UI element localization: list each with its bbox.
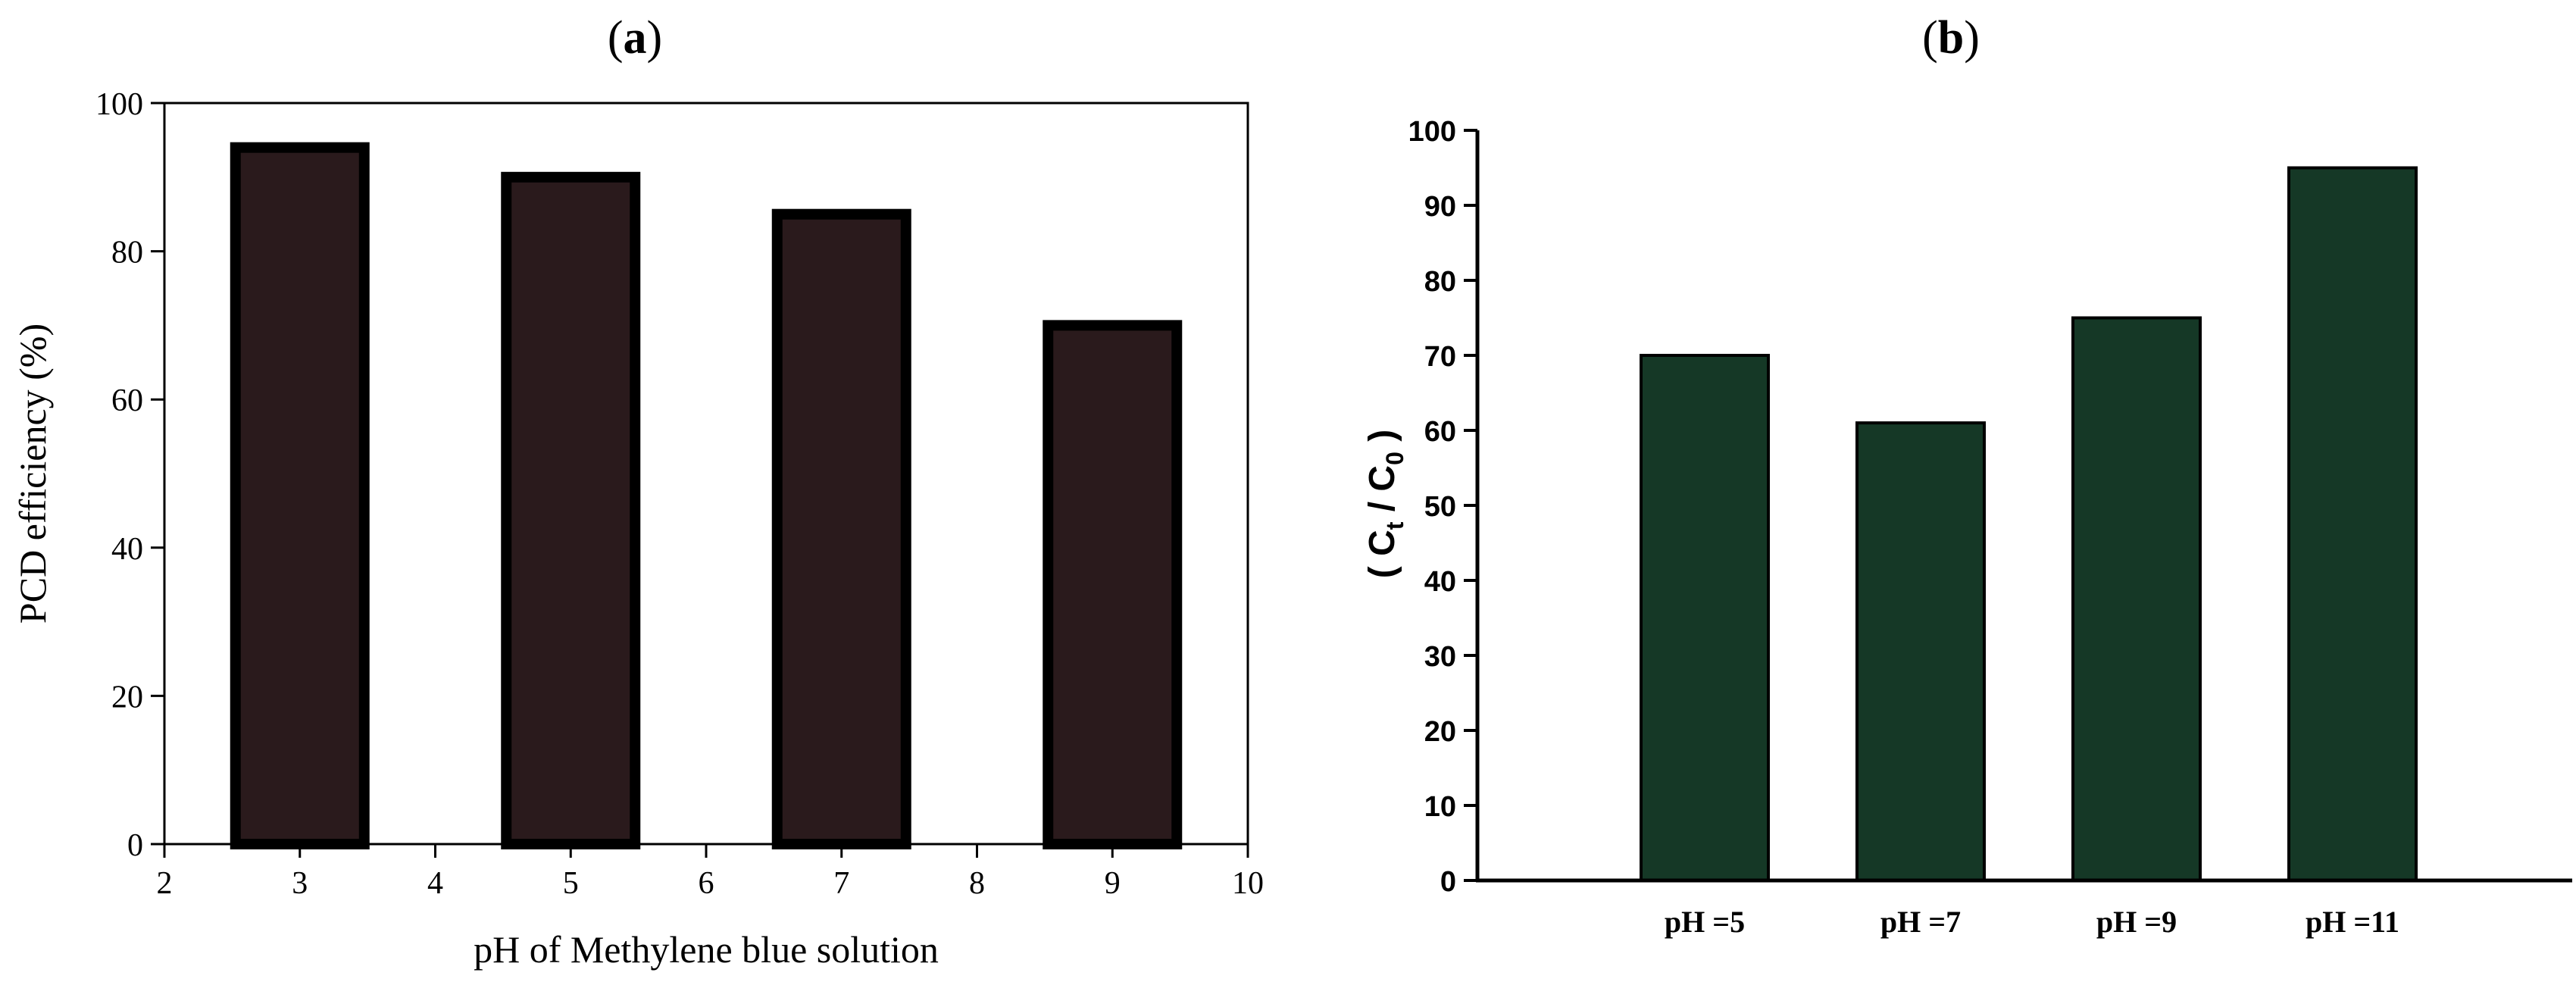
chart-b-y-label: ( Ct / C0 )	[1362, 430, 1408, 578]
chart-b-y-tick-label: 80	[1424, 266, 1456, 298]
chart-a-x-tick-label: 8	[969, 866, 985, 901]
svg-text:(a): (a)	[608, 12, 662, 64]
chart-b-y-tick-label: 100	[1408, 116, 1456, 148]
chart-a-y-tick-label: 100	[95, 87, 143, 122]
chart-a-bar-5	[501, 171, 641, 850]
chart-b-x-tick-label: pH =11	[2306, 905, 2399, 939]
chart-a-x-tick-label: 2	[157, 866, 173, 901]
chart-b-y-tick-label: 60	[1424, 416, 1456, 448]
chart-b-bars	[1640, 166, 2418, 882]
chart-b-y-tick-label: 50	[1424, 491, 1456, 523]
chart-b-y-tick-label: 70	[1424, 341, 1456, 373]
chart-b-y-axis: 0 10 20 30 40 50 60 70 80 90 100	[1408, 116, 1477, 898]
chart-a-y-label: PCD efficiency (%)	[11, 324, 54, 624]
chart-a-x-tick-label: 7	[833, 866, 849, 901]
chart-a-y-tick-label: 60	[111, 383, 143, 418]
chart-a-x-tick-label: 5	[563, 866, 579, 901]
chart-a-x-tick-label: 6	[699, 866, 714, 901]
chart-a-x-tick-label: 3	[292, 866, 308, 901]
chart-b-y-tick-label: 40	[1424, 566, 1456, 598]
chart-b-x-axis: pH =5 pH =7 pH =9 pH =11	[1665, 905, 2399, 939]
chart-b-y-tick-label: 30	[1424, 641, 1456, 673]
chart-b-y-tick-label: 10	[1424, 791, 1456, 823]
chart-b-x-tick-label: pH =5	[1665, 905, 1745, 939]
chart-b-x-tick-label: pH =9	[2096, 905, 2177, 939]
chart-b-bar-2	[1855, 421, 1986, 882]
chart-a: 0 20 40 60 80 100 2 3 4 5 6 7 8 9 10 pH of Methylene …	[11, 87, 1264, 971]
chart-a-bars	[230, 142, 1183, 850]
chart-b-y-tick-label: 0	[1440, 866, 1456, 898]
chart-a-bar-7	[771, 208, 911, 849]
chart-b-y-tick-label: 20	[1424, 716, 1456, 748]
chart-a-x-tick-label: 10	[1232, 866, 1264, 901]
panel-a-label: (a)	[608, 12, 662, 64]
chart-a-y-axis: 0 20 40 60 80 100	[95, 87, 164, 863]
chart-b-bar-1	[1640, 354, 1770, 882]
chart-a-x-axis: 2 3 4 5 6 7 8 9 10	[157, 844, 1264, 901]
chart-a-y-tick-label: 80	[111, 236, 143, 271]
chart-a-x-tick-label: 4	[427, 866, 443, 901]
chart-a-y-tick-label: 0	[127, 828, 143, 863]
chart-b-bar-3	[2071, 316, 2202, 882]
chart-a-bar-3	[230, 142, 370, 849]
chart-a-y-tick-label: 20	[111, 680, 143, 715]
chart-a-x-tick-label: 9	[1105, 866, 1121, 901]
chart-a-y-tick-label: 40	[111, 532, 143, 567]
panel-b-label: (b)	[1922, 12, 1980, 64]
chart-b-x-tick-label: pH =7	[1880, 905, 1961, 939]
chart-a-bar-9	[1043, 320, 1183, 849]
chart-a-x-label: pH of Methylene blue solution	[474, 928, 939, 971]
svg-text:(b): (b)	[1922, 12, 1980, 64]
chart-b-y-tick-label: 90	[1424, 191, 1456, 223]
chart-b-bar-4	[2287, 166, 2418, 882]
